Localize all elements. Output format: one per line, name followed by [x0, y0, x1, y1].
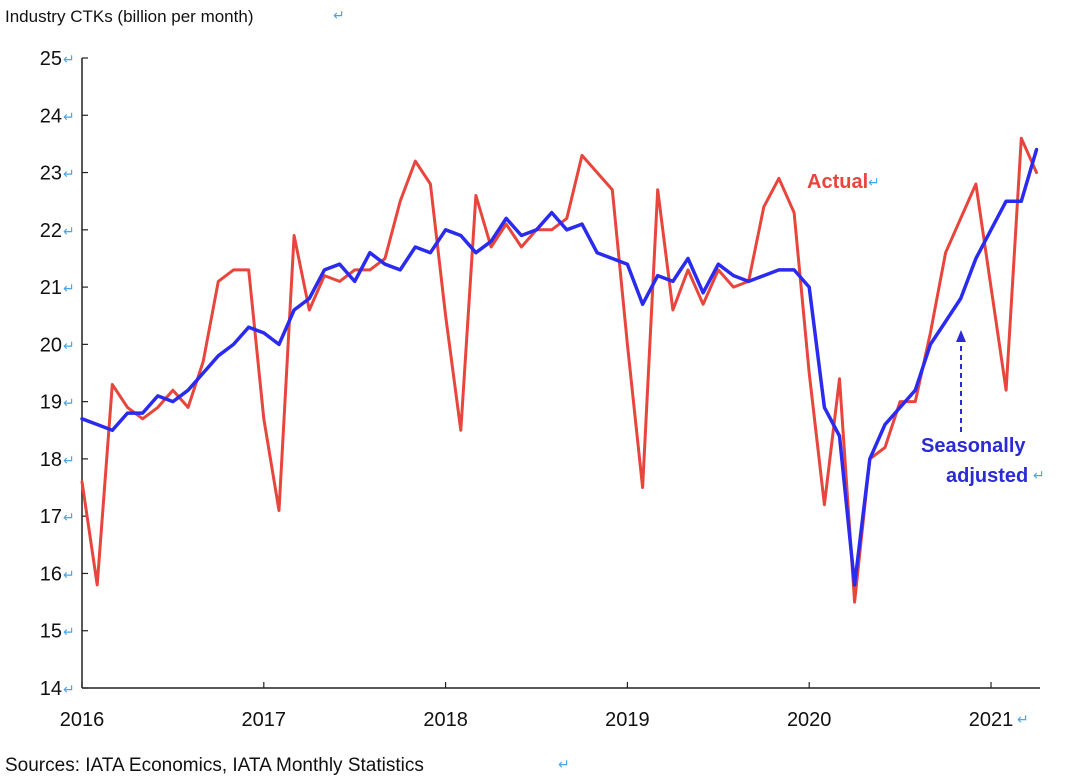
series-lines — [80, 136, 1039, 604]
y-tick-return-mark: ↵ — [63, 566, 75, 582]
source-return-mark: ↵ — [558, 756, 570, 772]
y-tick-return-mark: ↵ — [63, 452, 75, 468]
x-tick-label: 2019 — [605, 709, 650, 731]
seasonally-adjusted-label-line1: Seasonally — [921, 435, 1026, 457]
annotations: Actual ↵ Seasonally adjusted ↵ — [807, 171, 1045, 487]
seasonally-adjusted-series-line — [80, 147, 1039, 587]
y-tick-label: 18 — [40, 449, 62, 471]
actual-label-return-mark: ↵ — [868, 174, 880, 190]
axes — [81, 58, 1040, 689]
y-tick-label: 15 — [40, 621, 62, 643]
y-tick-label: 16 — [40, 563, 62, 585]
x-tick-label: 2016 — [60, 709, 105, 731]
y-tick-return-mark: ↵ — [63, 337, 75, 353]
y-tick-label: 14 — [40, 678, 62, 700]
x-tick-label: 2020 — [787, 709, 832, 731]
source-note: Sources: IATA Economics, IATA Monthly St… — [5, 755, 424, 776]
y-tick-return-mark: ↵ — [63, 108, 75, 124]
y-tick-return-mark: ↵ — [63, 280, 75, 296]
seasonally-adjusted-arrow-head — [956, 330, 966, 342]
y-tick-label: 22 — [40, 220, 62, 242]
y-tick-return-mark: ↵ — [63, 509, 75, 525]
seasonally-adjusted-return-mark: ↵ — [1033, 467, 1045, 483]
y-tick-return-mark: ↵ — [63, 681, 75, 697]
y-tick-return-mark: ↵ — [63, 166, 75, 182]
x-tick-label: 2021 — [969, 709, 1014, 731]
y-tick-label: 24 — [40, 105, 62, 127]
y-tick-return-mark: ↵ — [63, 395, 75, 411]
y-tick-label: 17 — [40, 506, 62, 528]
y-tick-return-mark: ↵ — [63, 624, 75, 640]
y-tick-return-mark: ↵ — [63, 51, 75, 67]
x-tick-label: 2018 — [423, 709, 468, 731]
y-tick-label: 25 — [40, 48, 62, 70]
actual-label: Actual — [807, 171, 868, 193]
y-tick-label: 20 — [40, 334, 62, 356]
chart-title: Industry CTKs (billion per month) — [5, 7, 253, 26]
x-tick-label: 2017 — [242, 709, 287, 731]
chart-title-return-mark: ↵ — [333, 7, 345, 23]
y-tick-label: 23 — [40, 163, 62, 185]
y-tick-label: 19 — [40, 392, 62, 414]
y-tick-label: 21 — [40, 277, 62, 299]
actual-series-line — [80, 136, 1038, 604]
x-tick-return-mark: ↵ — [1017, 711, 1029, 727]
x-axis-ticks: 2016 2017 2018 2019 2020 2021 ↵ — [60, 682, 1029, 731]
seasonally-adjusted-label-line2: adjusted — [946, 465, 1028, 487]
y-axis-ticks: 25 ↵24 ↵23 ↵22 ↵21 ↵20 ↵19 ↵18 ↵17 ↵16 ↵15 ↵14 ↵ — [40, 48, 88, 700]
y-tick-return-mark: ↵ — [63, 223, 75, 239]
